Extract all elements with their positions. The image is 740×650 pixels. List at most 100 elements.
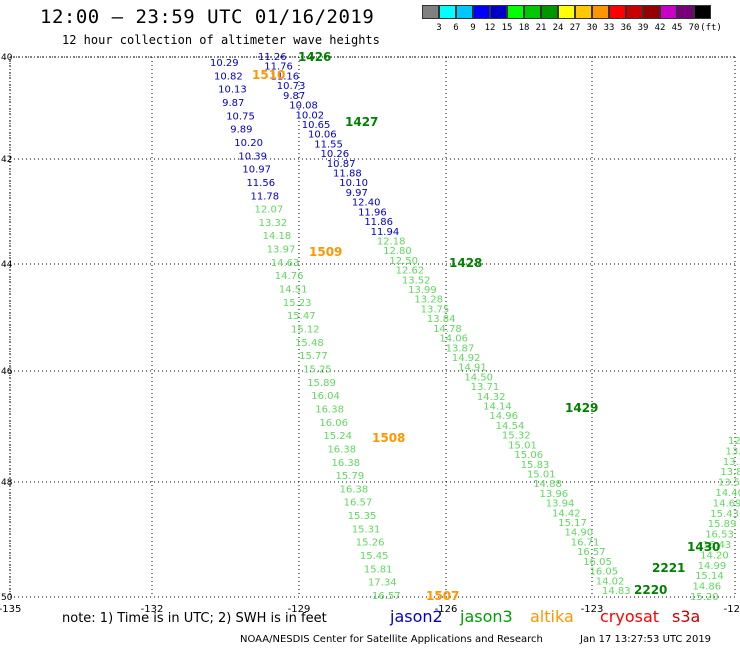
swh-label: 15.81 (364, 564, 393, 575)
time-label: 1430 (687, 540, 720, 554)
legend-label: 9 (470, 23, 476, 33)
legend-swatch (677, 5, 694, 19)
legend-swatch (439, 5, 456, 19)
swh-label: 14.99 (698, 561, 727, 572)
swh-label: 13.54 (718, 478, 740, 489)
legend-swatch (422, 5, 439, 19)
swh-label: 14.91 (458, 363, 487, 374)
legend-label: 21 (535, 23, 547, 33)
page-title: 12:00 — 23:59 UTC 01/16/2019 (40, 6, 375, 28)
lon-label: -123 (581, 604, 604, 615)
legend-swatch (507, 5, 524, 19)
satellite-name: cryosat (600, 607, 660, 626)
swh-label: 15.23 (283, 298, 312, 309)
legend-swatch (456, 5, 473, 19)
map-grid (9, 56, 736, 598)
legend-swatch (592, 5, 609, 19)
legend-label: 36 (620, 23, 632, 33)
legend-label: 33 (603, 23, 615, 33)
legend-label: 15 (501, 23, 513, 33)
swh-label: 9.97 (346, 188, 368, 199)
swh-label: 15.45 (360, 551, 389, 562)
swh-label: 16.05 (583, 557, 612, 568)
swh-label: 15.48 (295, 338, 324, 349)
time-label: 2220 (634, 583, 667, 597)
legend-label: 3 (436, 23, 442, 33)
legend-swatch (473, 5, 490, 19)
legend-label: 30 (586, 23, 598, 33)
satellite-name: s3a (672, 607, 701, 626)
swh-label: 14.06 (439, 334, 468, 345)
swh-label: 16.71 (571, 537, 600, 548)
footer-timestamp: Jan 17 13:27:53 UTC 2019 (580, 634, 712, 645)
swh-label: 10.39 (238, 151, 267, 162)
lat-label: 46 (1, 367, 13, 377)
note-text: note: 1) Time is in UTC; 2) SWH is in fe… (62, 611, 327, 626)
swh-label: 10.87 (327, 159, 356, 170)
lat-label: 42 (1, 155, 12, 165)
swh-label: 14.76 (275, 271, 304, 282)
swh-label: 15.01 (527, 469, 556, 480)
swh-label: 14.51 (279, 285, 308, 296)
satellite-name: jason2 (390, 607, 443, 626)
swh-label: 13.28 (414, 295, 443, 306)
page-subtitle: 12 hour collection of altimeter wave hei… (62, 33, 380, 47)
swh-label: 16.04 (311, 391, 340, 402)
swh-label: 16.05 (589, 567, 618, 578)
swh-label: 10.20 (234, 138, 263, 149)
swh-label: 11.26 (258, 52, 287, 63)
swh-label: 14.02 (596, 576, 625, 587)
swh-label: 14.88 (533, 479, 562, 490)
swh-label: 14.83 (602, 586, 631, 597)
lon-label: -135 (0, 604, 21, 615)
time-label: 1509 (309, 245, 342, 259)
swh-label: 15.77 (299, 351, 328, 362)
swh-label: 11.16 (271, 71, 300, 82)
swh-label: 14.42 (552, 508, 581, 519)
swh-label: 13.97 (267, 245, 296, 256)
legend-swatch (575, 5, 592, 19)
legend-swatch (660, 5, 677, 19)
time-label: 1428 (449, 256, 482, 270)
swh-label: 14.14 (483, 402, 512, 413)
time-label: 1429 (565, 401, 598, 415)
swh-label: 11.76 (264, 62, 293, 73)
legend-label: 24 (552, 23, 564, 33)
time-label: 2221 (652, 561, 685, 575)
swh-label: 14.18 (263, 231, 292, 242)
swh-label: 16.57 (577, 547, 606, 558)
swh-label: 11.86 (364, 217, 393, 228)
swh-label: 14.20 (700, 550, 729, 561)
swh-label: 9.87 (283, 91, 305, 102)
swh-label: 15.01 (508, 440, 537, 451)
swh-label: 11.78 (251, 191, 280, 202)
satellite-tracks: 10.29 10.82 10.13 9.87 10.75 9.89 10.20 10.39 10… (210, 50, 740, 603)
swh-label: 14.40 (715, 488, 740, 499)
swh-label: 15.24 (323, 431, 352, 442)
swh-label: 15.79 (336, 471, 365, 482)
swh-label: 14.86 (693, 582, 722, 593)
swh-label: 10.97 (242, 165, 271, 176)
lon-label: -126 (435, 604, 458, 615)
swh-label: 11.55 (314, 139, 343, 150)
swh-label: 11.94 (371, 227, 400, 238)
lon-label: -129 (288, 604, 311, 615)
swh-label: 12.50 (389, 256, 418, 267)
swh-label: 16.38 (332, 458, 361, 469)
swh-label: 10.13 (218, 85, 247, 96)
swh-label: 12.80 (383, 246, 412, 257)
swh-label: 13.94 (546, 499, 575, 510)
swh-label: 16.57 (372, 591, 401, 602)
swh-label: 13.75 (421, 304, 450, 315)
swh-label: 14.32 (477, 392, 506, 403)
legend-label: 39 (637, 23, 649, 33)
lat-label: 50 (1, 593, 13, 603)
satellite-name: jason3 (460, 607, 513, 626)
legend-label: 6 (453, 23, 459, 33)
swh-label: 16.38 (315, 404, 344, 415)
swh-label: 14.69 (713, 498, 740, 509)
time-label: 1507 (426, 589, 459, 603)
swh-label: 14.54 (496, 421, 525, 432)
swh-label: 13.87 (446, 343, 475, 354)
swh-label: 15.06 (514, 450, 543, 461)
